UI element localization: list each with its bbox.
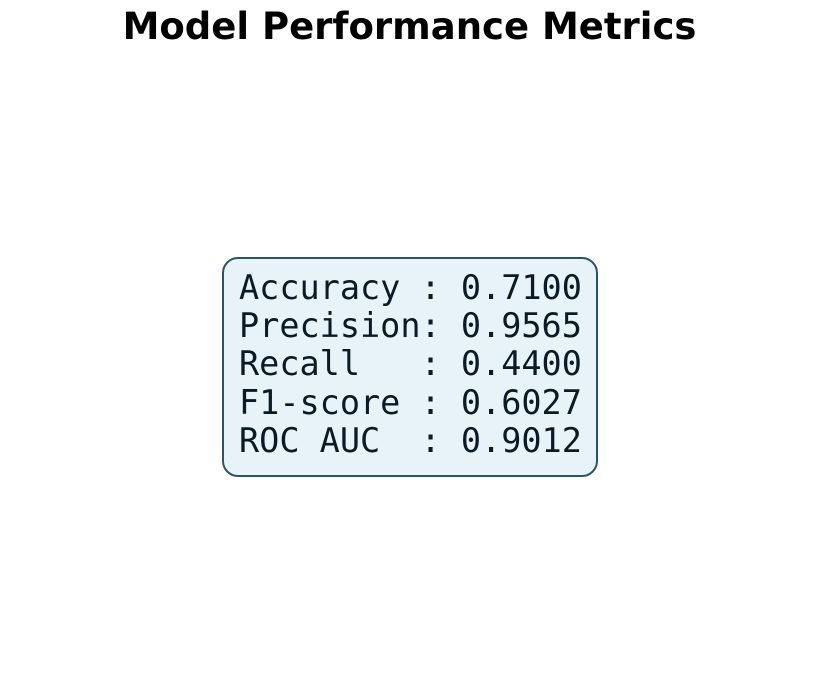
metrics-box (222, 257, 598, 477)
chart-title: Model Performance Metrics (122, 5, 697, 48)
metric-row-f1-score: F1-score : 0.6027 (239, 382, 582, 422)
metric-row-accuracy: Accuracy : 0.7100 (239, 268, 582, 307)
metric-row-roc-auc: ROC AUC : 0.9012 (239, 420, 582, 460)
metric-row-recall: Recall : 0.4400 (239, 344, 582, 384)
metrics-list: Accuracy : 0.7100 Precision: 0.9565 Reca… (239, 268, 582, 460)
metric-row-precision: Precision: 0.9565 (239, 306, 582, 346)
